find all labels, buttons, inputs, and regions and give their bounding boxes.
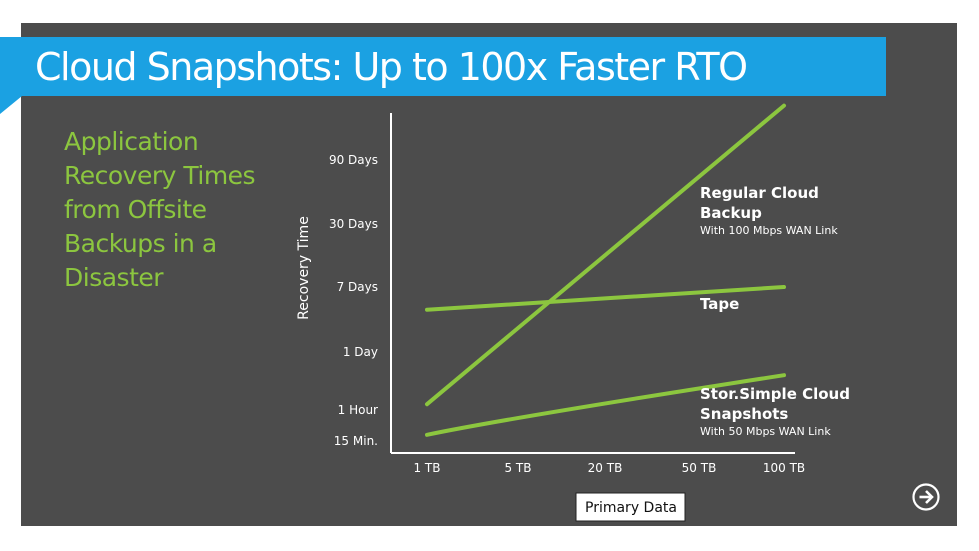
slide-subtitle: Application Recovery Times from Offsite … — [64, 125, 264, 295]
y-tick-label: 1 Day — [343, 345, 378, 359]
title-bar: Cloud Snapshots: Up to 100x Faster RTO — [0, 37, 886, 96]
series-line-2 — [425, 373, 786, 437]
series-sublabel: With 100 Mbps WAN Link — [700, 224, 838, 237]
arrow-right-circle-icon — [912, 483, 940, 511]
subtitle-line: from Offsite — [64, 195, 207, 224]
series-label: Stor.Simple Cloud — [700, 385, 850, 403]
x-tick-label: 1 TB — [413, 461, 440, 475]
series-sublabel: With 50 Mbps WAN Link — [700, 425, 831, 438]
x-tick-label: 100 TB — [763, 461, 805, 475]
y-tick-label: 15 Min. — [334, 434, 378, 448]
x-axis-title: Primary Data — [585, 500, 677, 516]
subtitle-line: Recovery Times — [64, 161, 256, 190]
x-axis-title-box — [575, 492, 686, 522]
y-tick-label: 7 Days — [337, 280, 378, 294]
next-slide-button[interactable] — [911, 482, 941, 512]
series-label: Tape — [700, 295, 739, 313]
y-tick-label: 30 Days — [329, 217, 378, 231]
series-label: Backup — [700, 204, 762, 222]
subtitle-line: Application — [64, 127, 199, 156]
title-accent — [0, 96, 22, 114]
series-line-1 — [425, 285, 786, 312]
x-tick-label: 5 TB — [504, 461, 531, 475]
y-tick-label: 90 Days — [329, 153, 378, 167]
x-tick-label: 20 TB — [588, 461, 623, 475]
y-axis-title: Recovery Time — [296, 216, 312, 320]
subtitle-line: Disaster — [64, 263, 164, 292]
slide-title: Cloud Snapshots: Up to 100x Faster RTO — [35, 45, 748, 89]
subtitle-line: Backups in a — [64, 229, 217, 258]
series-line-0 — [425, 103, 786, 407]
series-label: Snapshots — [700, 405, 788, 423]
y-tick-label: 1 Hour — [338, 403, 378, 417]
series-label: Regular Cloud — [700, 184, 819, 202]
slide-background — [21, 23, 957, 526]
x-tick-label: 50 TB — [682, 461, 717, 475]
